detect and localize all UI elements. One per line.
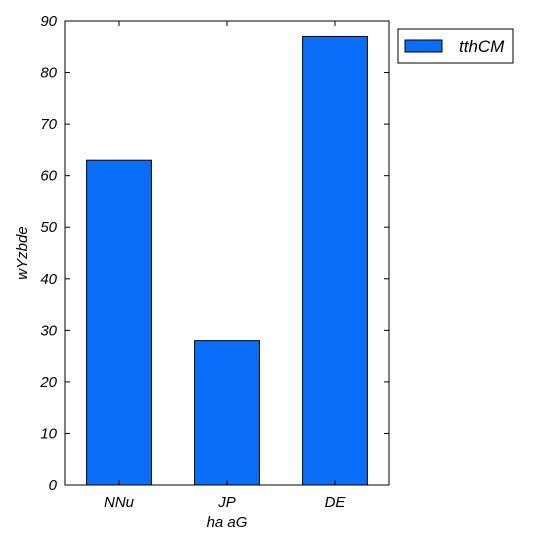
legend-label: tthCM (459, 37, 505, 56)
y-tick-label: 20 (39, 374, 57, 391)
legend: tthCM (397, 28, 514, 64)
x-tick-label: DE (325, 494, 347, 511)
x-tick-label: NNu (104, 494, 135, 511)
x-axis-label: ha aG (207, 514, 248, 531)
y-tick-label: 0 (49, 477, 58, 494)
y-tick-label: 10 (40, 425, 57, 442)
bars-group (86, 35, 368, 486)
y-axis-label: wYzbde (14, 226, 31, 279)
y-tick-label: 80 (40, 65, 57, 82)
x-axis-ticks: NNu JP DE (104, 21, 346, 511)
y-tick-label: 50 (40, 219, 57, 236)
y-tick-label: 90 (40, 13, 57, 30)
legend-swatch (404, 39, 443, 53)
y-tick-label: 60 (40, 168, 57, 185)
y-tick-label: 40 (40, 271, 57, 288)
y-tick-label: 70 (40, 116, 57, 133)
y-axis-ticks: 0 10 20 30 40 50 60 70 80 90 (39, 13, 389, 494)
bar-jp (194, 340, 260, 486)
y-tick-label: 30 (40, 322, 57, 339)
x-tick-label: JP (217, 494, 236, 511)
bar-nnu (86, 159, 152, 486)
bar-de (302, 35, 368, 486)
plot-frame (64, 20, 390, 486)
